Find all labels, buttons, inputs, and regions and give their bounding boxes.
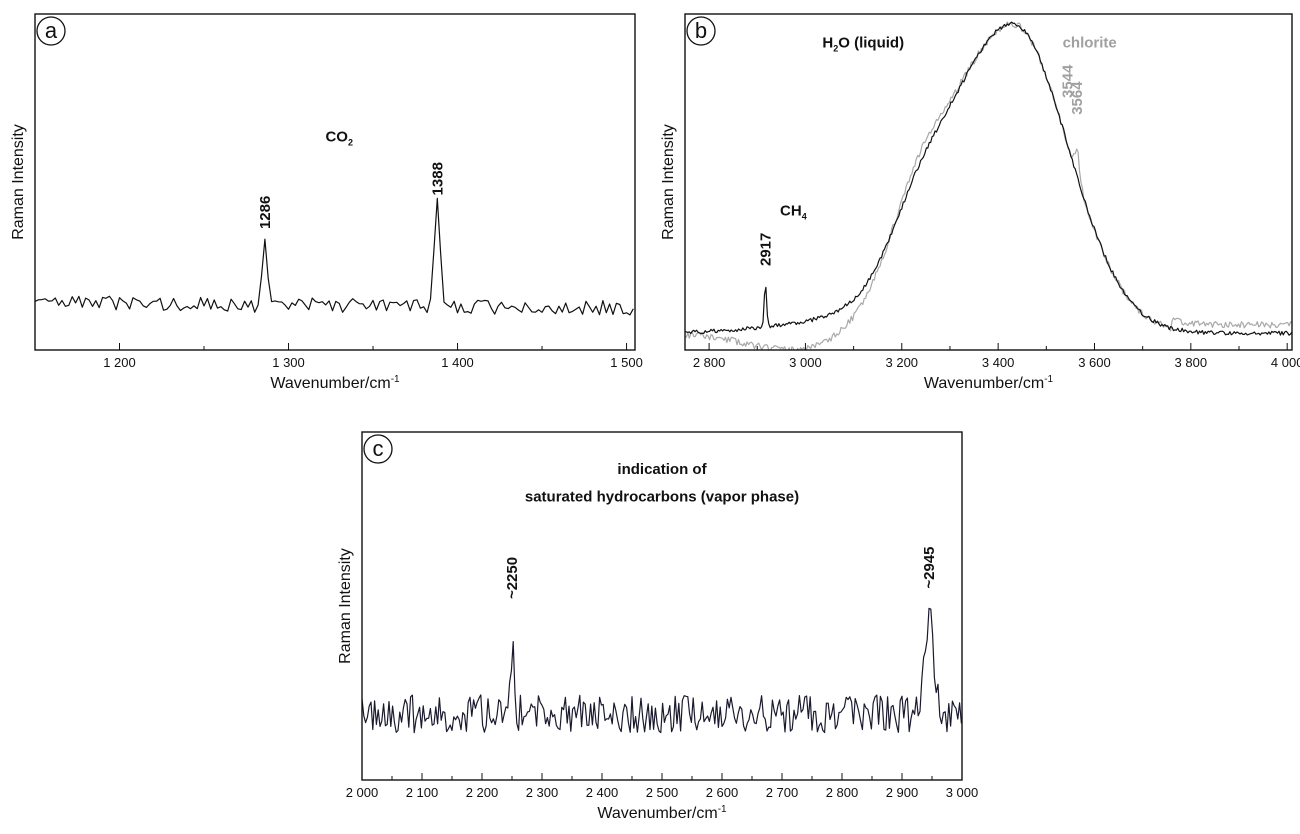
x-axis-label: Wavenumber/cm-1 bbox=[924, 374, 1054, 392]
x-axis-label: Wavenumber/cm-1 bbox=[270, 374, 400, 392]
x-tick-label: 3 800 bbox=[1175, 355, 1208, 370]
x-tick-label: 2 200 bbox=[466, 785, 499, 800]
peak-annotation: H2O (liquid) bbox=[822, 35, 904, 54]
peak-annotation: 1286 bbox=[257, 196, 274, 229]
panel-label-circle bbox=[686, 16, 716, 46]
x-tick-label: 3 400 bbox=[982, 355, 1015, 370]
panel-label: b bbox=[695, 18, 707, 43]
x-tick-label: 3 000 bbox=[946, 785, 979, 800]
y-axis-label: Raman Intensity bbox=[10, 124, 27, 240]
x-tick-label: 2 800 bbox=[826, 785, 859, 800]
x-tick-label: 1 200 bbox=[103, 355, 136, 370]
x-tick-label: 1 400 bbox=[441, 355, 474, 370]
panel-label-circle bbox=[363, 434, 393, 464]
peak-annotation: indication of bbox=[617, 461, 707, 478]
x-tick-label: 1 300 bbox=[272, 355, 305, 370]
x-tick-label: 2 500 bbox=[646, 785, 679, 800]
panel-c: 2 000 2 100 2 200 2 300 2 400 2 500 2 600 2 700… bbox=[337, 431, 979, 822]
peak-annotation: chlorite bbox=[1063, 35, 1117, 52]
x-tick-label: 2 000 bbox=[346, 785, 379, 800]
x-tick-label: 3 000 bbox=[789, 355, 822, 370]
plot-frame-a bbox=[34, 13, 636, 351]
x-tick-label: 2 100 bbox=[406, 785, 439, 800]
x-tick-label: 2 700 bbox=[766, 785, 799, 800]
panel-b: 2 800 3 000 3 200 3 400 3 600 3 800 4 000 Waven… bbox=[660, 13, 1300, 392]
series-line-c-0 bbox=[362, 607, 962, 734]
peak-annotation: ~2945 bbox=[921, 546, 938, 588]
series-line-a-0 bbox=[35, 197, 634, 316]
peak-annotation: 3544 bbox=[1060, 64, 1077, 98]
x-tick-label: 3 200 bbox=[886, 355, 919, 370]
peak-annotation: 3564 bbox=[1069, 81, 1086, 115]
x-tick-label: 2 600 bbox=[706, 785, 739, 800]
series-line-b-1 bbox=[685, 21, 1292, 336]
x-axis-label: Wavenumber/cm-1 bbox=[597, 804, 727, 822]
peak-annotation: 1388 bbox=[429, 162, 446, 195]
peak-annotation: 2917 bbox=[757, 233, 774, 266]
x-tick-label: 4 000 bbox=[1271, 355, 1300, 370]
y-axis-label: Raman Intensity bbox=[337, 548, 354, 664]
peak-annotation: saturated hydrocarbons (vapor phase) bbox=[525, 489, 799, 506]
x-tick-label: 3 600 bbox=[1078, 355, 1111, 370]
plot-frame-b bbox=[684, 13, 1293, 351]
x-tick-label: 2 900 bbox=[886, 785, 919, 800]
panel-label-circle bbox=[36, 16, 66, 46]
panel-label: c bbox=[373, 436, 384, 461]
x-tick-label: 2 800 bbox=[693, 355, 726, 370]
panel-a: 1 200 1 300 1 400 1 500 Wavenumber/cm-1 Raman… bbox=[10, 13, 643, 392]
series-line-b-0 bbox=[685, 21, 1292, 350]
x-tick-label: 2 300 bbox=[526, 785, 559, 800]
x-tick-label: 2 400 bbox=[586, 785, 619, 800]
peak-annotation: CO2 bbox=[325, 129, 353, 148]
peak-annotation: CH4 bbox=[780, 203, 807, 222]
y-axis-label: Raman Intensity bbox=[660, 124, 677, 240]
peak-annotation: ~2250 bbox=[504, 557, 521, 599]
panel-label: a bbox=[45, 18, 58, 43]
x-tick-label: 1 500 bbox=[610, 355, 643, 370]
